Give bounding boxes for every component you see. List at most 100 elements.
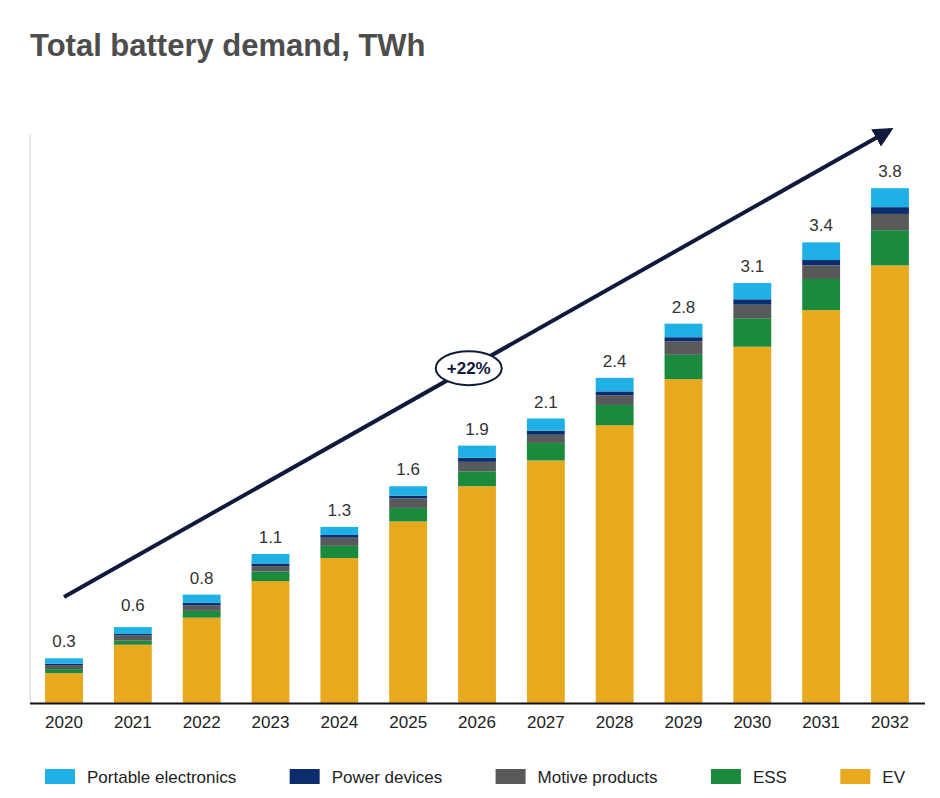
total-label: 1.3 (328, 501, 352, 520)
chart: Total battery demand, TWh0.30.60.81.11.3… (0, 0, 940, 798)
bar-segment (871, 214, 909, 230)
bar-segment (871, 230, 909, 265)
legend-label: ESS (753, 768, 787, 787)
bar-segment (45, 665, 83, 669)
x-tick-label: 2023 (252, 713, 290, 732)
legend-label: Power devices (332, 768, 443, 787)
bar-segment (733, 318, 771, 346)
total-labels: 0.30.60.81.11.31.61.92.12.42.83.13.43.8 (52, 162, 902, 651)
bars (45, 188, 909, 703)
bar-segment (252, 554, 290, 563)
bar-segment (389, 498, 427, 507)
bar-segment (802, 310, 840, 703)
bar-segment (389, 508, 427, 522)
x-tick: 2026 (458, 713, 496, 732)
bar-segment (114, 641, 152, 645)
x-tick: 2024 (320, 713, 358, 732)
bar-segment (320, 527, 358, 535)
bar-segment (183, 605, 221, 610)
bar-segment (596, 425, 634, 703)
bar-segment (665, 355, 703, 379)
total-label: 2.4 (603, 352, 627, 371)
legend-label: Portable electronics (87, 768, 236, 787)
y-axis (30, 135, 31, 704)
bar-segment (458, 486, 496, 703)
x-tick-label: 2025 (389, 713, 427, 732)
x-tick: 2021 (114, 713, 152, 732)
legend-swatch (711, 769, 741, 784)
bar-segment (183, 603, 221, 606)
bar-segment (320, 535, 358, 538)
x-tick-label: 2027 (527, 713, 565, 732)
total-label: 2.1 (534, 393, 558, 412)
bar-segment (802, 279, 840, 310)
x-tick: 2022 (183, 713, 221, 732)
bar-segment (252, 563, 290, 566)
bar-segment (389, 486, 427, 495)
bar-segment (389, 496, 427, 499)
bar-segment (596, 405, 634, 425)
bar-segment (183, 595, 221, 603)
bar-segment (45, 669, 83, 673)
legend-swatch (45, 769, 75, 784)
legend-swatch (290, 769, 320, 784)
legend-item: EV (840, 768, 905, 787)
bar-segment (527, 435, 565, 443)
total-label: 0.3 (52, 632, 76, 651)
x-tick-label: 2029 (665, 713, 703, 732)
x-tick: 2032 (871, 713, 909, 732)
bar-segment (596, 378, 634, 392)
bar-segment (527, 460, 565, 703)
x-tick: 2023 (252, 713, 290, 732)
legend-item: Motive products (496, 768, 658, 787)
legend-label: Motive products (538, 768, 658, 787)
bar-segment (527, 419, 565, 431)
x-tick: 2027 (527, 713, 565, 732)
bar-segment (183, 618, 221, 703)
bar-segment (114, 634, 152, 635)
x-tick-label: 2020 (45, 713, 83, 732)
bar-segment (527, 431, 565, 435)
bar-segment (458, 458, 496, 462)
x-tick: 2028 (596, 713, 634, 732)
bar-segment (114, 645, 152, 703)
x-tick-label: 2026 (458, 713, 496, 732)
x-tick-label: 2032 (871, 713, 909, 732)
bar-segment (527, 443, 565, 461)
total-label: 1.9 (465, 420, 489, 439)
bar-segment (871, 188, 909, 207)
x-tick: 2029 (665, 713, 703, 732)
total-label: 0.8 (190, 569, 214, 588)
bar-segment (389, 521, 427, 703)
bar-segment (458, 462, 496, 471)
total-label: 3.8 (878, 162, 902, 181)
bar-segment (871, 207, 909, 214)
annotation: +22% (447, 359, 491, 378)
legend-item: Power devices (290, 768, 443, 787)
bar-segment (733, 299, 771, 304)
x-tick-label: 2031 (802, 713, 840, 732)
legend-swatch (840, 769, 870, 784)
bar-segment (665, 337, 703, 341)
legend: Portable electronics Power devices Motive … (45, 768, 906, 787)
x-axis: 2020 2021 2022 2023 2024 2025 2026 2027 2028 2029… (30, 704, 925, 733)
bar-segment (320, 546, 358, 558)
bar-segment (252, 581, 290, 703)
bar-segment (802, 265, 840, 279)
bar-segment (45, 658, 83, 663)
x-tick: 2025 (389, 713, 427, 732)
bar-segment (114, 635, 152, 640)
bar-segment (665, 341, 703, 355)
x-axis-line (30, 703, 925, 705)
bar-segment (665, 379, 703, 703)
x-tick: 2020 (45, 713, 83, 732)
bar-segment (596, 391, 634, 395)
x-tick: 2031 (802, 713, 840, 732)
growth-arrow (64, 130, 890, 597)
title: Total battery demand, TWh (30, 28, 426, 63)
total-label: 2.8 (672, 298, 696, 317)
bar-segment (252, 566, 290, 571)
legend-item: Portable electronics (45, 768, 236, 787)
bar-segment (45, 673, 83, 703)
bar-segment (458, 446, 496, 458)
